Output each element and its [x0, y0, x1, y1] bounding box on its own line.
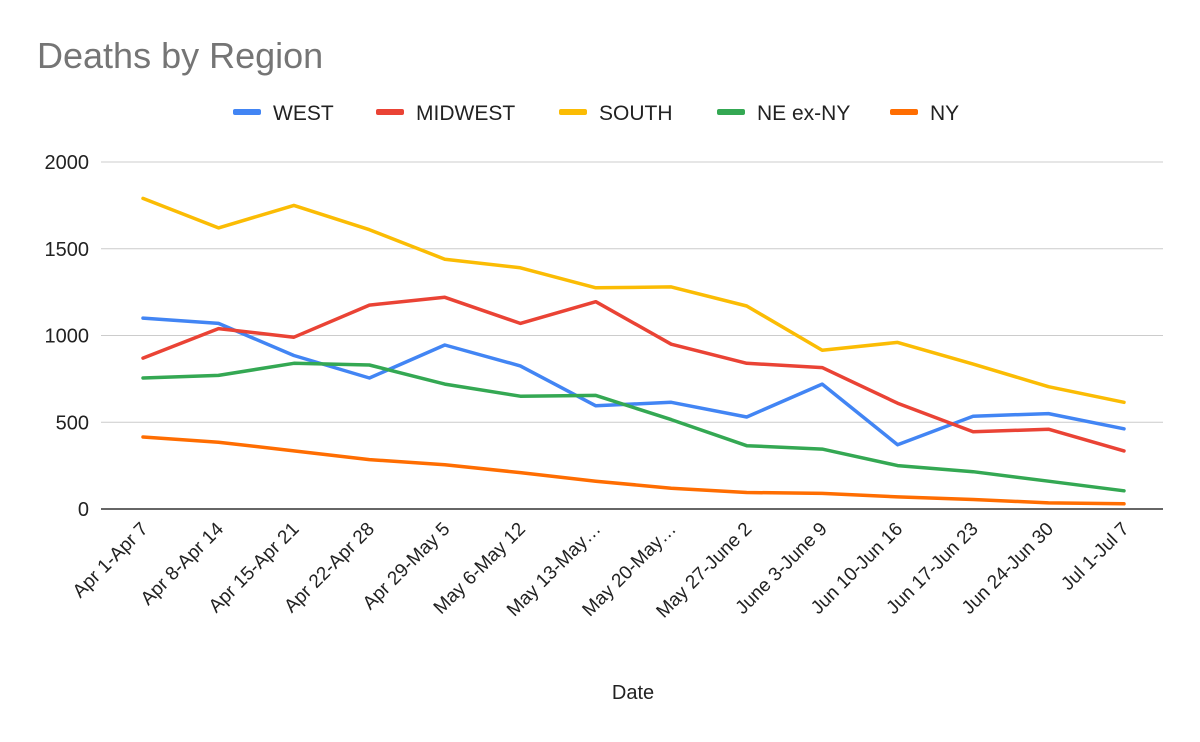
series-line-ne-ex-ny — [141, 361, 1126, 493]
legend-label-ny: NY — [930, 102, 959, 125]
legend-swatch-ne-ex-ny — [717, 109, 745, 115]
y-tick-label: 2000 — [45, 152, 90, 174]
legend-label-midwest: MIDWEST — [416, 102, 515, 125]
legend-swatch-ny — [890, 109, 918, 115]
series-line-midwest — [141, 295, 1126, 453]
legend-swatch-west — [233, 109, 261, 115]
legend-swatch-south — [559, 109, 587, 115]
legend-swatch-midwest — [376, 109, 404, 115]
legend-label-west: WEST — [273, 102, 334, 125]
y-tick-label: 500 — [56, 412, 89, 434]
y-axis-ticks: 0 500 1000 1500 2000 — [45, 152, 90, 521]
legend-label-ne-ex-ny: NE ex-NY — [757, 102, 850, 125]
legend: WEST MIDWEST SOUTH NE ex-NY NY — [233, 102, 959, 125]
y-tick-label: 0 — [78, 499, 89, 521]
x-tick-label: Apr 1-Apr 7 — [69, 519, 153, 603]
series-line-south — [141, 196, 1126, 405]
chart-title: Deaths by Region — [37, 35, 323, 76]
x-tick-label: Jul 1-Jul 7 — [1057, 519, 1133, 595]
legend-label-south: SOUTH — [599, 102, 673, 125]
series-line-ny — [141, 435, 1126, 506]
series-line-west — [141, 316, 1126, 447]
gridlines — [101, 161, 1163, 423]
y-tick-label: 1500 — [45, 239, 90, 261]
y-tick-label: 1000 — [45, 326, 90, 348]
series-lines — [141, 196, 1126, 506]
x-axis-label: Date — [612, 682, 654, 704]
